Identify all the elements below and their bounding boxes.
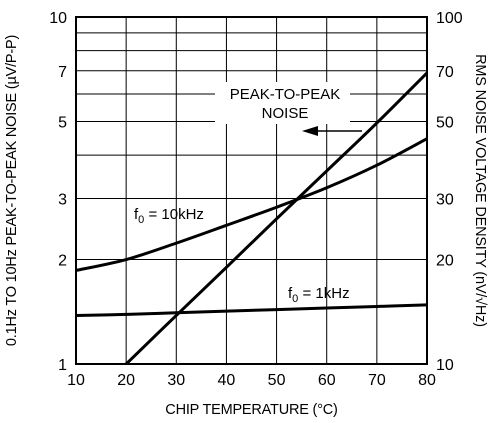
ptp-label-line1: PEAK-TO-PEAK [230,86,341,103]
x-tick-label: 50 [268,372,286,389]
f1k-prefix: f [288,285,293,302]
y-right-tick-label: 50 [436,114,454,131]
x-tick-label: 70 [368,372,386,389]
f10k-density-curve [75,137,428,272]
y-right-tick-label: 10 [436,357,454,374]
y-left-tick-label: 10 [49,10,67,27]
x-axis-label: CHIP TEMPERATURE (°C) [165,402,337,418]
f10k-prefix: f [134,206,139,223]
y-right-axis-label: RMS NOISE VOLTAGE DENSITY (nV/√Hz) [472,54,488,327]
plot-frame [75,16,428,365]
f1k-label: f0 = 1kHz [288,285,350,305]
y-left-axis-label: 0.1Hz TO 10Hz PEAK-TO-PEAK NOISE (µV/P-P… [4,35,20,346]
ptp-label-line2: NOISE [262,105,309,122]
x-tick-label: 60 [318,372,336,389]
curves [75,71,429,366]
y-right-tick-label: 30 [436,191,454,208]
f10k-label: f0 = 10kHz [134,206,204,226]
x-tick-label: 10 [67,372,85,389]
grid [76,17,427,364]
y-right-tick-label: 100 [436,10,463,27]
y-left-tick-labels: 1 2 3 5 7 10 [49,10,67,374]
x-tick-label: 40 [218,372,236,389]
x-tick-label: 80 [418,372,436,389]
y-left-tick-label: 5 [58,114,67,131]
x-tick-label: 20 [117,372,135,389]
y-right-tick-label: 70 [436,64,454,81]
ptp-annotation: PEAK-TO-PEAK NOISE [215,82,362,136]
peak-to-peak-noise-line [125,71,429,366]
x-tick-labels: 10 20 30 40 50 60 70 80 [67,372,436,389]
y-right-tick-labels: 10 20 30 50 70 100 [436,10,463,374]
f1k-sub: 0 [292,293,298,305]
y-left-tick-label: 7 [58,64,67,81]
f10k-suffix: = 10kHz [144,206,204,223]
y-left-tick-label: 3 [58,191,67,208]
f1k-suffix: = 1kHz [298,285,349,302]
ptp-arrow-head [302,126,318,136]
y-right-tick-label: 20 [436,253,454,270]
y-left-tick-label: 1 [58,357,67,374]
x-tick-label: 30 [167,372,185,389]
f1k-density-curve [75,303,428,317]
f10k-sub: 0 [138,214,144,226]
y-left-tick-label: 2 [58,253,67,270]
